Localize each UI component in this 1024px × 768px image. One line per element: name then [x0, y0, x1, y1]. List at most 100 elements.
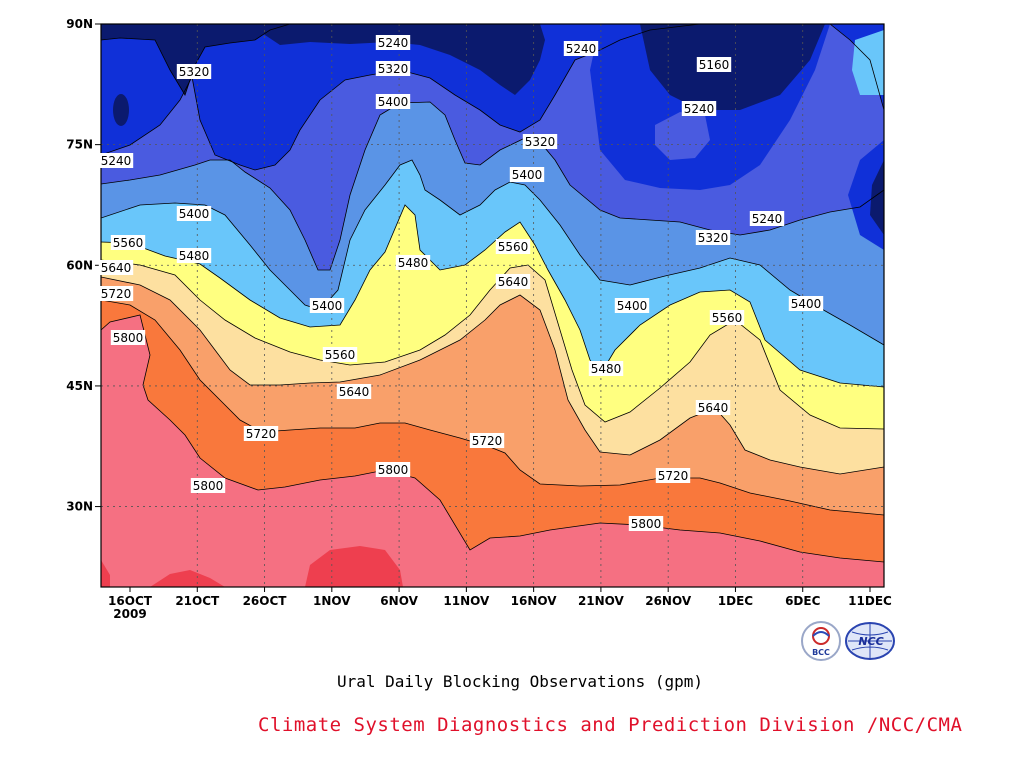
x-tick-label: 16OCT	[108, 594, 153, 608]
contour-label: 5320	[179, 65, 210, 79]
contour-label: 5720	[246, 427, 277, 441]
contour-label: 5720	[101, 287, 132, 301]
blob-east-5400	[852, 30, 884, 95]
contour-label: 5560	[325, 348, 356, 362]
high-south-1	[305, 546, 403, 587]
contour-label-bg	[375, 35, 411, 50]
contour-label-bg	[98, 153, 134, 168]
y-tick-label: 75N	[66, 138, 93, 152]
contour-label: 5240	[566, 42, 597, 56]
contour-label: 5640	[339, 385, 370, 399]
contour-label-bg	[495, 239, 531, 254]
contour-label: 5640	[698, 401, 729, 415]
contour-label: 5320	[525, 135, 556, 149]
contour-label: 5560	[712, 311, 743, 325]
contour-label-bg	[395, 255, 431, 270]
contour-label: 5640	[101, 261, 132, 275]
contour-label-bg	[681, 101, 717, 116]
contour-label-bg	[695, 400, 731, 415]
contour-label-bg	[709, 310, 745, 325]
contour-label: 5480	[591, 362, 622, 376]
plot-frame	[100, 23, 885, 588]
x-tick-label: 1DEC	[718, 594, 754, 608]
contour-label: 5400	[179, 207, 210, 221]
spot-west-low	[113, 94, 129, 126]
axes: 16OCT 21OCT 26OCT 1NOV 6NOV 11NOV 16NOV 21NOV 26…	[66, 17, 892, 621]
bcc-logo-text: BCC	[812, 648, 830, 657]
chart-subtitle: Ural Daily Blocking Observations (gpm)	[336, 672, 704, 691]
contour-label: 5720	[658, 469, 689, 483]
x-tick-label: 16NOV	[511, 594, 558, 608]
logos: BCC NCC	[800, 620, 896, 662]
contour-label-bg	[375, 61, 411, 76]
low-east-core	[640, 24, 825, 110]
contour-label-bg	[749, 211, 785, 226]
contour-line-5720	[101, 299, 884, 516]
contour-label: 5800	[378, 463, 409, 477]
contour-label: 5480	[398, 256, 429, 270]
contour-label-bg	[696, 57, 732, 72]
contour-label: 5400	[378, 95, 409, 109]
contour-label: 5240	[101, 154, 132, 168]
contour-label-bg	[336, 384, 372, 399]
core-low-north	[255, 24, 545, 95]
contour-label-bg	[190, 478, 226, 493]
x-tick-label: 26NOV	[645, 594, 692, 608]
contour-label-bg	[176, 206, 212, 221]
contour-label-bg	[98, 286, 134, 301]
bcc-logo: BCC	[801, 621, 841, 661]
contour-label-bg	[522, 134, 558, 149]
contour-label-bg	[243, 426, 279, 441]
contour-label: 5480	[179, 249, 210, 263]
blob-east-core	[870, 160, 884, 235]
contour-labels: 5240 5240 5160 5320 5320 5240 5400 5240 5320 5400…	[98, 35, 824, 531]
x-tick-label: 11DEC	[848, 594, 892, 608]
contour-label: 5320	[378, 62, 409, 76]
contour-label: 5720	[472, 434, 503, 448]
contour-label: 5800	[113, 331, 144, 345]
contour-label-bg	[614, 298, 650, 313]
contour-label: 5800	[631, 517, 662, 531]
contour-label: 5400	[512, 168, 543, 182]
blob-east-5160	[848, 140, 884, 250]
y-tick-label: 45N	[66, 379, 93, 393]
contour-label: 5240	[752, 212, 783, 226]
high-south-2	[150, 570, 225, 587]
contour-label: 5240	[378, 36, 409, 50]
contour-label: 5800	[193, 479, 224, 493]
band-below-5160	[101, 24, 884, 95]
grid-lines	[101, 24, 884, 587]
x-tick-label: 21NOV	[578, 594, 625, 608]
contour-label-bg	[375, 94, 411, 109]
ncc-logo: NCC	[845, 622, 895, 660]
contour-label-bg	[176, 64, 212, 79]
contour-label-bg	[788, 296, 824, 311]
contour-label-bg	[322, 347, 358, 362]
contour-label-bg	[695, 230, 731, 245]
contour-label-bg	[176, 248, 212, 263]
ncc-logo-text: NCC	[858, 635, 883, 648]
contour-label-bg	[655, 468, 691, 483]
contour-label-bg	[309, 298, 345, 313]
contour-label: 5560	[113, 236, 144, 250]
x-tick-label: 1NOV	[313, 594, 351, 608]
contour-line-5320	[101, 101, 884, 271]
contour-label-bg	[509, 167, 545, 182]
y-tick-label: 30N	[66, 500, 93, 514]
x-tick-label: 26OCT	[243, 594, 288, 608]
contour-line-5160	[101, 24, 884, 96]
contour-fill-group	[101, 24, 884, 587]
contour-label-bg	[110, 330, 146, 345]
contour-line-5480	[101, 204, 884, 388]
contour-label-bg	[495, 274, 531, 289]
high-south-3	[101, 560, 110, 587]
x-tick-label: 6DEC	[785, 594, 821, 608]
x-tick-label: 6NOV	[380, 594, 418, 608]
contour-label-bg	[469, 433, 505, 448]
blob-5240-east	[655, 112, 710, 160]
contour-label: 5560	[498, 240, 529, 254]
contour-label-bg	[98, 260, 134, 275]
contour-label-bg	[588, 361, 624, 376]
contour-label: 5400	[617, 299, 648, 313]
contour-label: 5320	[698, 231, 729, 245]
